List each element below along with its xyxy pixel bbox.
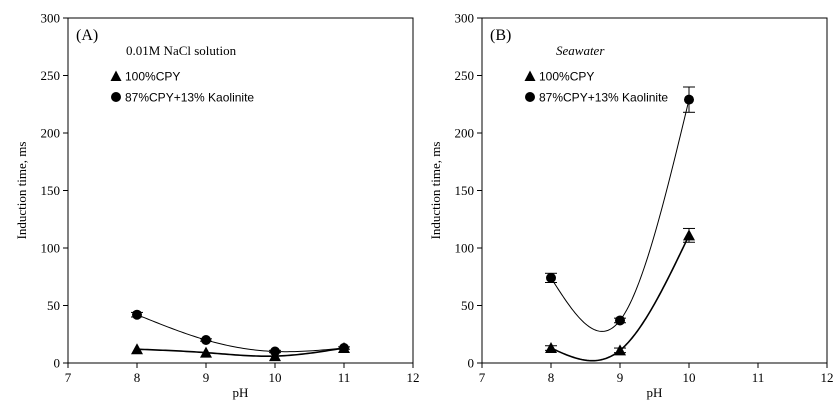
x-tick-label: 11	[338, 370, 351, 385]
x-tick-label: 9	[203, 370, 210, 385]
x-tick-label: 7	[65, 370, 72, 385]
x-tick-label: 7	[479, 370, 486, 385]
y-tick-label: 300	[455, 11, 475, 26]
y-axis-title: Induction time, ms	[428, 142, 443, 240]
condition-annotation: 0.01M NaCl solution	[126, 43, 237, 58]
legend-label: 100%CPY	[125, 70, 180, 84]
data-point-circle	[615, 315, 625, 326]
x-tick-label: 12	[407, 370, 420, 385]
data-point-circle	[546, 272, 556, 283]
legend-label: 100%CPY	[539, 70, 594, 84]
legend-label: 87%CPY+13% Kaolinite	[125, 91, 254, 105]
legend-circle-marker	[525, 92, 535, 102]
panel-b: 7 8 9 10 11 12 0 50 100 150 200 250 300 pH Induction t…	[428, 11, 834, 401]
x-tick-label: 9	[617, 370, 624, 385]
y-tick-label: 50	[461, 298, 474, 313]
y-tick-label: 100	[41, 241, 61, 256]
legend-triangle-marker	[110, 70, 122, 81]
x-tick-label: 11	[752, 370, 765, 385]
data-point-triangle	[200, 346, 212, 358]
panel-label: (B)	[490, 27, 511, 44]
y-tick-label: 0	[54, 356, 61, 371]
x-tick-label: 10	[269, 370, 282, 385]
data-point-circle	[201, 335, 211, 345]
series-curve-cpy-kaolinite	[550, 99, 690, 332]
condition-annotation: Seawater	[556, 43, 605, 58]
legend-circle-marker	[111, 92, 121, 102]
series-curve-cpy-kaolinite	[136, 314, 345, 353]
y-tick-label: 50	[47, 298, 60, 313]
x-tick-label: 8	[548, 370, 555, 385]
data-point-circle	[132, 309, 142, 320]
y-tick-label: 100	[455, 241, 475, 256]
data-point-triangle	[545, 342, 557, 354]
legend-label: 87%CPY+13% Kaolinite	[539, 91, 668, 105]
x-tick-label: 10	[683, 370, 696, 385]
y-tick-label: 200	[41, 126, 61, 141]
x-axis-title: pH	[233, 385, 249, 400]
y-tick-label: 150	[41, 183, 61, 198]
y-tick-label: 300	[41, 11, 61, 26]
data-point-circle	[684, 94, 694, 105]
series-curve-cpy	[136, 347, 345, 357]
panel-a: 7 8 9 10 11 12 0 50 100 150 200 250 300 pH Induction t…	[14, 11, 420, 401]
data-point-triangle	[131, 343, 143, 355]
y-tick-label: 200	[455, 126, 475, 141]
plot-frame	[481, 17, 828, 364]
y-tick-label: 250	[455, 68, 475, 83]
x-tick-label: 12	[821, 370, 834, 385]
y-tick-label: 0	[468, 356, 475, 371]
data-point-circle	[270, 346, 280, 357]
x-axis-title: pH	[647, 385, 663, 400]
x-tick-label: 8	[134, 370, 141, 385]
data-point-triangle	[614, 344, 626, 356]
y-tick-label: 250	[41, 68, 61, 83]
panel-label: (A)	[76, 27, 98, 44]
data-point-circle	[339, 343, 349, 354]
y-axis-title: Induction time, ms	[14, 142, 29, 240]
series-curve-cpy	[550, 235, 690, 362]
data-point-triangle	[683, 229, 695, 241]
plot-frame	[67, 17, 414, 364]
legend-triangle-marker	[524, 70, 536, 81]
y-tick-label: 150	[455, 183, 475, 198]
